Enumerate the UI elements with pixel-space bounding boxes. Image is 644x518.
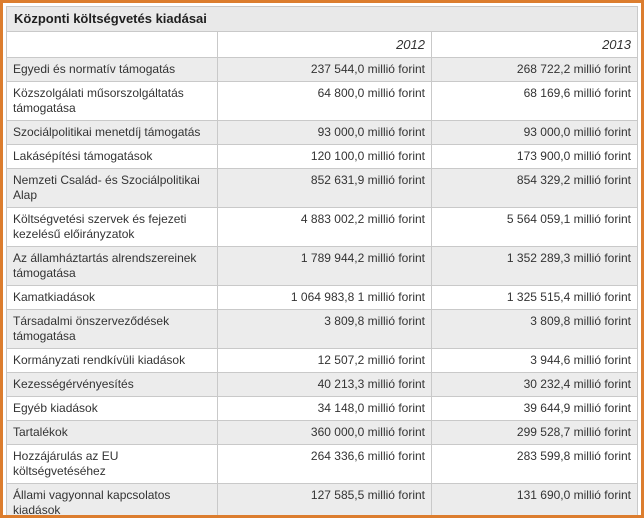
header-row: 2012 2013: [6, 31, 638, 58]
row-value-2012: 264 336,6 millió forint: [217, 444, 432, 484]
table-row: Szociálpolitikai menetdíj támogatás 93 00…: [6, 120, 638, 145]
row-value-2012: 237 544,0 millió forint: [217, 57, 432, 82]
row-label: Közszolgálati műsorszolgáltatás támogatá…: [6, 81, 218, 121]
table-row: Nemzeti Család- és Szociálpolitikai Alap…: [6, 168, 638, 208]
table-row: Egyedi és normatív támogatás 237 544,0 mi…: [6, 57, 638, 82]
table-row: Kezességérvényesítés 40 213,3 millió fori…: [6, 372, 638, 397]
row-label: Szociálpolitikai menetdíj támogatás: [6, 120, 218, 145]
row-value-2013: 1 352 289,3 millió forint: [431, 246, 638, 286]
row-value-2012: 1 064 983,8 1 millió forint: [217, 285, 432, 310]
row-value-2013: 268 722,2 millió forint: [431, 57, 638, 82]
row-value-2013: 299 528,7 millió forint: [431, 420, 638, 445]
row-value-2012: 852 631,9 millió forint: [217, 168, 432, 208]
row-value-2012: 1 789 944,2 millió forint: [217, 246, 432, 286]
row-value-2013: 30 232,4 millió forint: [431, 372, 638, 397]
row-value-2012: 93 000,0 millió forint: [217, 120, 432, 145]
row-value-2012: 34 148,0 millió forint: [217, 396, 432, 421]
row-value-2012: 120 100,0 millió forint: [217, 144, 432, 169]
table-row: Állami vagyonnal kapcsolatos kiadások 127…: [6, 483, 638, 515]
row-label: Lakásépítési támogatások: [6, 144, 218, 169]
table-row: Egyéb kiadások 34 148,0 millió forint 39 6…: [6, 396, 638, 421]
row-value-2013: 854 329,2 millió forint: [431, 168, 638, 208]
row-value-2013: 173 900,0 millió forint: [431, 144, 638, 169]
row-value-2013: 93 000,0 millió forint: [431, 120, 638, 145]
budget-table: 2012 2013 Egyedi és normatív támogatás 23…: [6, 31, 638, 515]
row-value-2012: 127 585,5 millió forint: [217, 483, 432, 515]
row-value-2012: 4 883 002,2 millió forint: [217, 207, 432, 247]
row-label: Egyéb kiadások: [6, 396, 218, 421]
row-value-2013: 3 944,6 millió forint: [431, 348, 638, 373]
column-header-2012: 2012: [217, 31, 432, 58]
row-value-2012: 12 507,2 millió forint: [217, 348, 432, 373]
row-label: Állami vagyonnal kapcsolatos kiadások: [6, 483, 218, 515]
table-row: Az államháztartás alrendszereinek támoga…: [6, 246, 638, 286]
row-label: Hozzájárulás az EU költségvetéséhez: [6, 444, 218, 484]
row-value-2012: 40 213,3 millió forint: [217, 372, 432, 397]
column-header-empty: [6, 31, 218, 58]
row-value-2013: 39 644,9 millió forint: [431, 396, 638, 421]
row-value-2013: 3 809,8 millió forint: [431, 309, 638, 349]
row-value-2013: 131 690,0 millió forint: [431, 483, 638, 515]
row-value-2012: 64 800,0 millió forint: [217, 81, 432, 121]
row-label: Költségvetési szervek és fejezeti kezelé…: [6, 207, 218, 247]
row-value-2012: 3 809,8 millió forint: [217, 309, 432, 349]
row-label: Tartalékok: [6, 420, 218, 445]
row-label: Kezességérvényesítés: [6, 372, 218, 397]
table-row: Költségvetési szervek és fejezeti kezelé…: [6, 207, 638, 247]
budget-table-body: Egyedi és normatív támogatás 237 544,0 mi…: [6, 57, 638, 515]
table-row: Tartalékok 360 000,0 millió forint 299 528…: [6, 420, 638, 445]
table-row: Társadalmi önszerveződések támogatása 3 8…: [6, 309, 638, 349]
table-row: Lakásépítési támogatások 120 100,0 millió…: [6, 144, 638, 169]
table-row: Hozzájárulás az EU költségvetéséhez 264 3…: [6, 444, 638, 484]
column-header-2013: 2013: [431, 31, 638, 58]
panel-title: Központi költségvetés kiadásai: [6, 6, 638, 31]
row-value-2013: 283 599,8 millió forint: [431, 444, 638, 484]
row-label: Egyedi és normatív támogatás: [6, 57, 218, 82]
row-value-2013: 68 169,6 millió forint: [431, 81, 638, 121]
row-value-2013: 5 564 059,1 millió forint: [431, 207, 638, 247]
table-row: Kormányzati rendkívüli kiadások 12 507,2 …: [6, 348, 638, 373]
row-label: Az államháztartás alrendszereinek támoga…: [6, 246, 218, 286]
table-row: Közszolgálati műsorszolgáltatás támogatá…: [6, 81, 638, 121]
row-value-2013: 1 325 515,4 millió forint: [431, 285, 638, 310]
row-label: Nemzeti Család- és Szociálpolitikai Alap: [6, 168, 218, 208]
row-label: Kamatkiadások: [6, 285, 218, 310]
row-label: Kormányzati rendkívüli kiadások: [6, 348, 218, 373]
row-value-2012: 360 000,0 millió forint: [217, 420, 432, 445]
row-label: Társadalmi önszerveződések támogatása: [6, 309, 218, 349]
table-row: Kamatkiadások 1 064 983,8 1 millió forint…: [6, 285, 638, 310]
